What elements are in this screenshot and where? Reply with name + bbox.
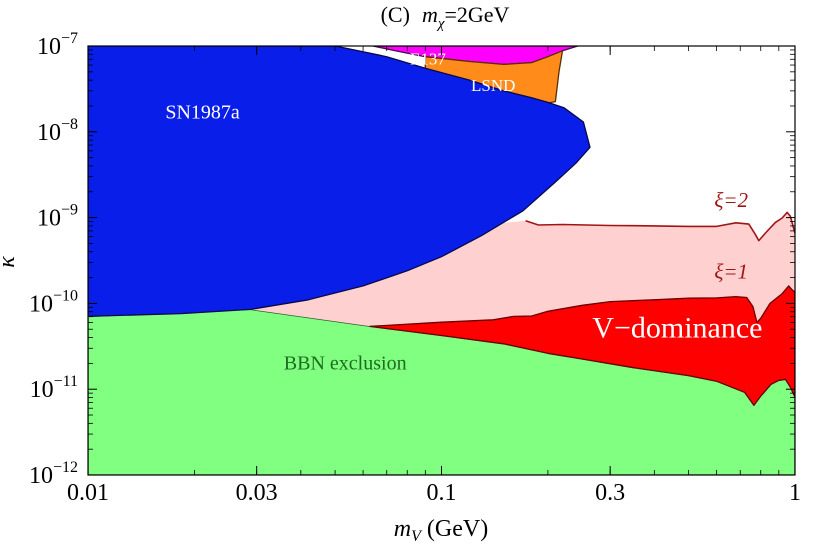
x-axis-label: mV (GeV) (394, 516, 488, 545)
y-tick-label: 10−10 (29, 287, 78, 317)
ticks-layer: 0.01 0.03 0.1 0.3 1 10−7 10−8 10−9 10−10 10−11 10−… (29, 30, 801, 506)
region-labels-layer: BBN exclusion V−dominance E137 LSND SN1987a ξ… (165, 49, 762, 374)
contours-layer (525, 211, 795, 242)
contour-xi-2 (525, 211, 795, 242)
regions-layer (88, 46, 795, 475)
region-v-dominance-core (369, 285, 795, 406)
region-label-bbn-exclusion: BBN exclusion (284, 352, 407, 374)
region-label-lsnd: LSND (471, 76, 515, 95)
region-label-sn1987a: SN1987a (165, 102, 240, 124)
y-tick-label: 10−12 (29, 459, 78, 489)
region-sn1987a (88, 46, 591, 317)
y-tick-label: 10−9 (37, 202, 78, 232)
region-label-e137: E137 (410, 49, 446, 68)
region-label-v-dominance-core: V−dominance (592, 312, 762, 345)
chart-title: (C) mχ=2GeV (381, 2, 510, 32)
y-tick-label: 10−7 (37, 30, 78, 60)
y-axis-label: κ (0, 256, 20, 268)
x-tick-label: 0.3 (595, 480, 625, 506)
contour-label-xi-2: ξ=2 (714, 188, 748, 212)
y-tick-label: 10−8 (37, 116, 78, 146)
x-tick-label: 1 (789, 480, 801, 506)
y-tick-label: 10−11 (30, 373, 78, 403)
x-tick-label: 0.1 (427, 480, 457, 506)
contour-label-xi-1: ξ=1 (714, 260, 748, 284)
x-tick-label: 0.03 (236, 480, 278, 506)
x-tick-label: 0.01 (67, 480, 109, 506)
